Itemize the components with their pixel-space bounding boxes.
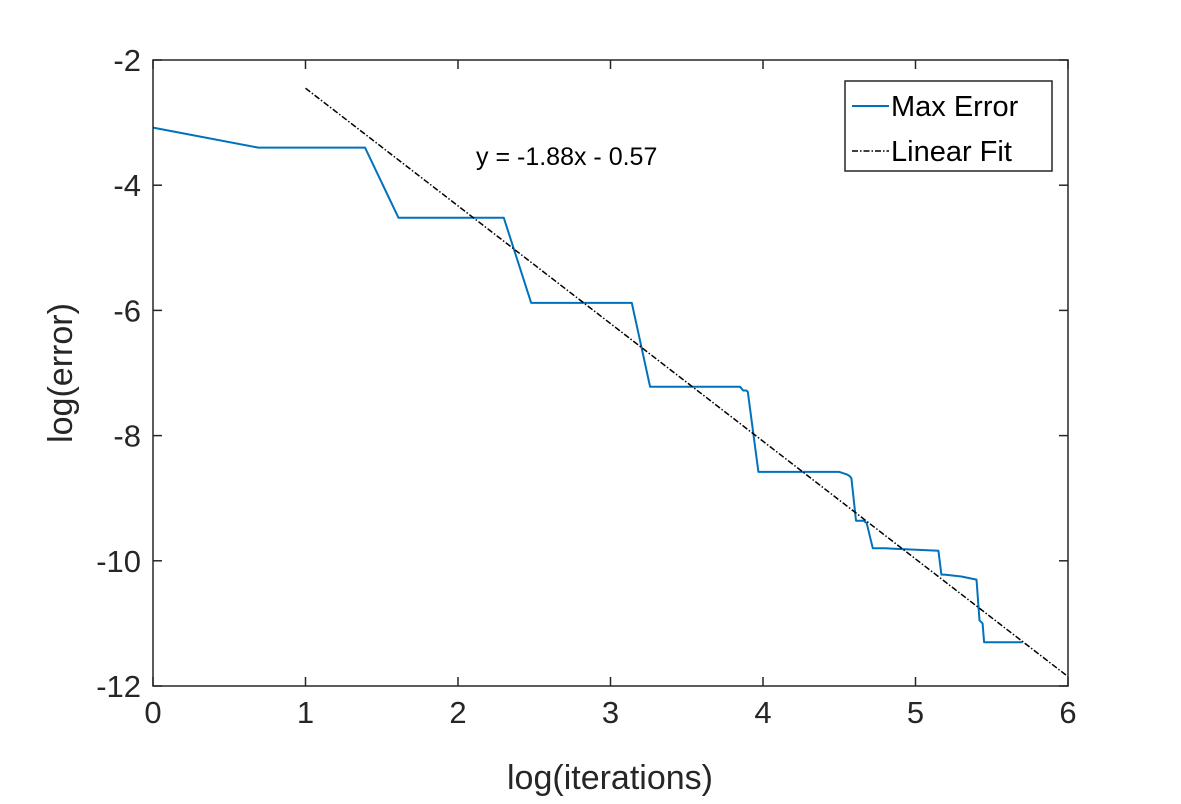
x-tick-label: 3 — [602, 695, 619, 730]
legend-label-linear-fit: Linear Fit — [891, 136, 1012, 168]
x-tick-label: 5 — [907, 695, 924, 730]
y-tick-label: -2 — [113, 43, 141, 78]
x-tick-label: 6 — [1059, 695, 1076, 730]
x-tick-label: 4 — [754, 695, 771, 730]
x-axis-title: log(iterations) — [507, 759, 713, 797]
series-layer — [152, 87, 1069, 678]
legend-label-max-error: Max Error — [891, 91, 1019, 123]
fit-equation-annotation: y = -1.88x - 0.57 — [476, 143, 657, 171]
y-tick-label: -12 — [96, 669, 141, 704]
x-tick-label: 2 — [449, 695, 466, 730]
y-tick-label: -4 — [113, 168, 141, 203]
x-tick-label: 0 — [144, 695, 161, 730]
tick-layer: 0 1 2 3 4 5 6 -12 -10 -8 -6 -4 -2 — [96, 43, 1076, 730]
y-tick-label: -10 — [96, 544, 141, 579]
y-tick-label: -8 — [113, 419, 141, 454]
legend-box — [844, 80, 1053, 172]
series-line-max-error — [152, 126, 1023, 644]
legend: Max Error Linear Fit — [844, 80, 1053, 172]
y-tick-label: -6 — [113, 293, 141, 328]
y-axis-title: log(error) — [42, 303, 80, 443]
plot-frame — [152, 59, 1069, 687]
x-tick-label: 1 — [297, 695, 314, 730]
series-line-linear-fit — [305, 87, 1069, 678]
